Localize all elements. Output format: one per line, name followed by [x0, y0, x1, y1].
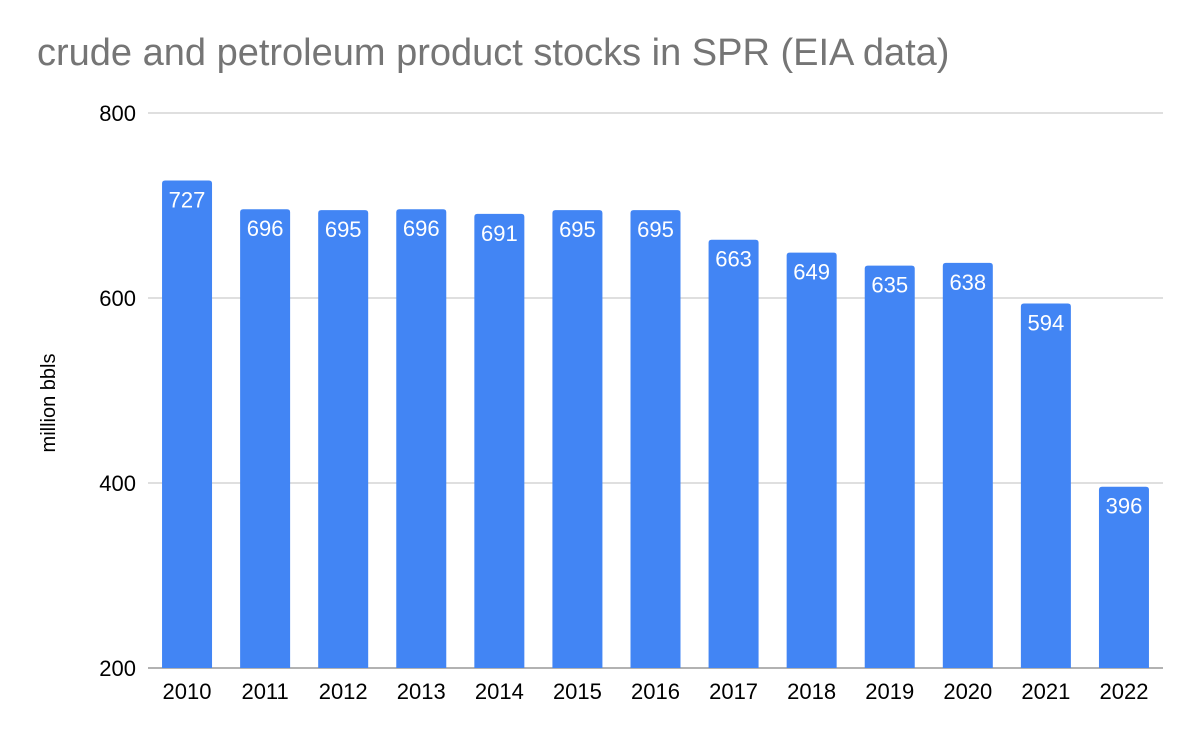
bar-2018	[786, 252, 837, 669]
x-tick-label-2012: 2012	[319, 679, 368, 704]
x-tick-label-2020: 2020	[943, 679, 992, 704]
y-tick-label: 200	[99, 656, 136, 681]
x-tick-label-2013: 2013	[397, 679, 446, 704]
bar-2011	[240, 209, 291, 668]
y-tick-label: 600	[99, 286, 136, 311]
data-label-2015: 695	[559, 217, 596, 242]
data-label-2016: 695	[637, 217, 674, 242]
data-label-2018: 649	[793, 260, 830, 285]
x-tick-label-2016: 2016	[631, 679, 680, 704]
x-axis-ticks: 2010 2011 2012 2013 2014 2015 2016 2017 2018 2019…	[163, 679, 1149, 704]
x-tick-label-2018: 2018	[787, 679, 836, 704]
x-tick-label-2019: 2019	[865, 679, 914, 704]
bar-2020	[942, 262, 993, 668]
bar-2014	[474, 213, 525, 668]
x-tick-label-2022: 2022	[1099, 679, 1148, 704]
data-label-2020: 638	[949, 270, 986, 295]
x-tick-label-2017: 2017	[709, 679, 758, 704]
y-axis-label: million bbls	[38, 354, 60, 453]
data-label-2014: 691	[481, 221, 518, 246]
data-label-2010: 727	[169, 188, 206, 213]
bar-2016	[630, 210, 681, 668]
bar-2017	[708, 239, 759, 668]
data-label-2012: 695	[325, 217, 362, 242]
data-label-2019: 635	[871, 273, 908, 298]
bar-2010	[162, 180, 213, 668]
data-label-2011: 696	[247, 216, 284, 241]
bar-2013	[396, 209, 447, 668]
data-labels: 727 696 695 696 691 695 695 663 649 635 638 594 396	[169, 188, 1143, 519]
data-label-2017: 663	[715, 247, 752, 272]
data-label-2022: 396	[1106, 494, 1143, 519]
data-label-2021: 594	[1028, 311, 1065, 336]
bars	[162, 180, 1149, 669]
x-tick-label-2021: 2021	[1021, 679, 1070, 704]
x-tick-label-2015: 2015	[553, 679, 602, 704]
x-tick-label-2014: 2014	[475, 679, 524, 704]
x-tick-label-2011: 2011	[241, 679, 288, 704]
bar-2012	[318, 210, 369, 668]
bar-2022	[1098, 486, 1149, 668]
y-tick-label: 400	[99, 471, 136, 496]
y-axis-ticks: 200 400 600 800	[99, 101, 136, 681]
bar-2019	[864, 265, 915, 668]
chart-title: crude and petroleum product stocks in SP…	[37, 32, 950, 74]
x-tick-label-2010: 2010	[163, 679, 212, 704]
bar-2021	[1020, 303, 1071, 668]
bar-2015	[552, 210, 603, 668]
y-tick-label: 800	[99, 101, 136, 126]
data-label-2013: 696	[403, 216, 440, 241]
